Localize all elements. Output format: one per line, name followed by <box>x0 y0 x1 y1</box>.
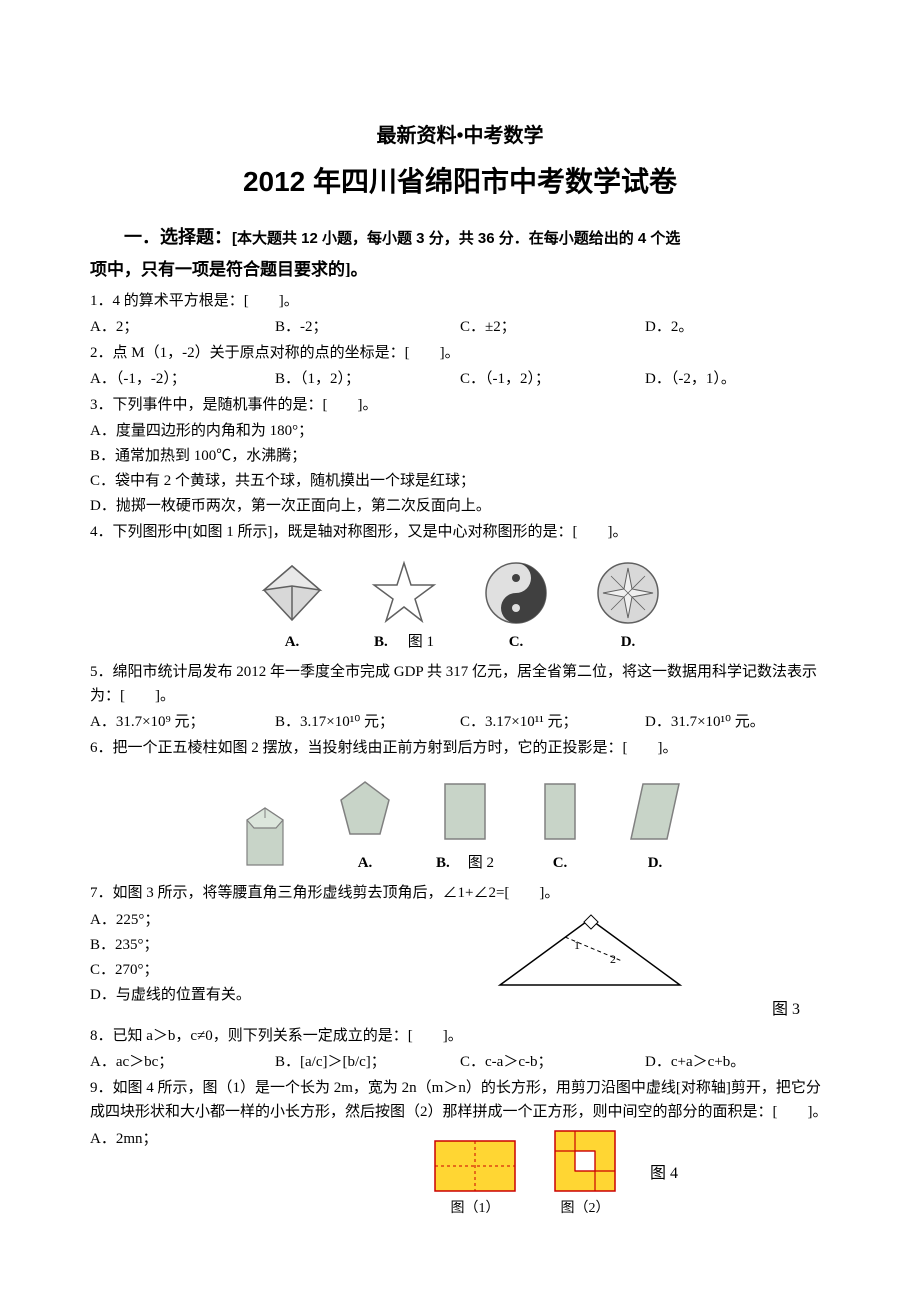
q6-figures: A. B. 图 2 C. D. <box>90 774 830 875</box>
q1-opt-c: C．±2； <box>460 315 645 339</box>
star-icon <box>364 558 444 628</box>
rect-c-icon <box>535 774 585 849</box>
q2-opt-d: D．（-2，1）。 <box>645 367 830 391</box>
rect-cut-icon <box>430 1136 520 1196</box>
svg-text:1: 1 <box>574 938 580 952</box>
q4-cap-d: D. <box>588 630 668 654</box>
q5-options: A．31.7×10⁹ 元； B．3.17×10¹⁰ 元； C．3.17×10¹¹… <box>90 710 830 734</box>
q6-cap-a: A. <box>335 851 395 875</box>
compass-icon <box>588 558 668 628</box>
q6-fig-a: A. <box>335 774 395 875</box>
section-lead: 一．选择题： <box>124 227 232 247</box>
yinyang-icon <box>476 558 556 628</box>
q3-opt-d: D．抛掷一枚硬币两次，第一次正面向上，第二次反面向上。 <box>90 494 830 518</box>
q8-options: A．ac＞bc； B．[a/c]＞[b/c]； C．c-a＞c-b； D．c+a… <box>90 1050 830 1074</box>
q8-opt-b: B．[a/c]＞[b/c]； <box>275 1050 460 1074</box>
q2-opt-c: C．（-1，2）； <box>460 367 645 391</box>
triangle-cut-icon: 1 2 <box>480 907 700 997</box>
q8-opt-d: D．c+a＞c+b。 <box>645 1050 830 1074</box>
q2-text: 2．点 M（1，-2）关于原点对称的点的坐标是：[ ]。 <box>90 341 830 365</box>
q9-cap-1: 图（1） <box>430 1198 520 1220</box>
q9-body: A．2mn； 图（1） 图（2） 图 4 <box>90 1126 830 1220</box>
q9-cap-2: 图（2） <box>550 1198 620 1220</box>
q6-figlabel: 图 2 <box>468 851 494 875</box>
polyhedron-icon <box>252 558 332 628</box>
q8-opt-a: A．ac＞bc； <box>90 1050 275 1074</box>
square-assembled-icon <box>550 1126 620 1196</box>
q3-opt-b: B．通常加热到 100℃，水沸腾； <box>90 444 830 468</box>
q5-opt-d: D．31.7×10¹⁰ 元。 <box>645 710 830 734</box>
q8-text: 8．已知 a＞b，c≠0，则下列关系一定成立的是：[ ]。 <box>90 1024 830 1048</box>
section-desc-1: [本大题共 12 小题，每小题 3 分，共 36 分．在每小题给出的 4 个选 <box>232 230 680 247</box>
parallelogram-icon <box>625 774 685 849</box>
rect-b-icon <box>435 774 495 849</box>
q1-opt-b: B．-2； <box>275 315 460 339</box>
q1-opt-d: D．2。 <box>645 315 830 339</box>
q4-figures: A. B. 图 1 C. D. <box>90 558 830 654</box>
q7-opt-d: D．与虚线的位置有关。 <box>90 983 310 1007</box>
q6-cap-b: B. <box>436 851 450 875</box>
q2-options: A．（-1，-2）； B．（1，2）； C．（-1，2）； D．（-2，1）。 <box>90 367 830 391</box>
q6-fig-prism <box>235 800 295 875</box>
q7-body: A．225°； B．235°； C．270°； D．与虚线的位置有关。 1 2 … <box>90 907 830 1023</box>
q3-opt-a: A．度量四边形的内角和为 180°； <box>90 419 830 443</box>
q5-opt-c: C．3.17×10¹¹ 元； <box>460 710 645 734</box>
pentagon-icon <box>335 774 395 849</box>
q6-fig-b: B. 图 2 <box>435 774 495 875</box>
q7-opt-b: B．235°； <box>90 933 310 957</box>
q4-fig-b: B. 图 1 <box>364 558 444 654</box>
q5-opt-a: A．31.7×10⁹ 元； <box>90 710 275 734</box>
q4-fig-d: D. <box>588 558 668 654</box>
q9-figlabel: 图 4 <box>650 1161 678 1187</box>
q4-text: 4．下列图形中[如图 1 所示]，既是轴对称图形，又是中心对称图形的是：[ ]。 <box>90 520 830 544</box>
q9-fig-1: 图（1） <box>430 1136 520 1220</box>
q6-cap-c: C. <box>535 851 585 875</box>
q9-fig-2: 图（2） <box>550 1126 620 1220</box>
q4-cap-a: A. <box>252 630 332 654</box>
q7-opt-c: C．270°； <box>90 958 310 982</box>
svg-text:2: 2 <box>610 952 616 966</box>
q7-figlabel: 图 3 <box>350 997 830 1023</box>
header-subtitle: 最新资料•中考数学 <box>90 120 830 152</box>
q3-opt-c: C．袋中有 2 个黄球，共五个球，随机摸出一个球是红球； <box>90 469 830 493</box>
q6-fig-d: D. <box>625 774 685 875</box>
q5-text: 5．绵阳市统计局发布 2012 年一季度全市完成 GDP 共 317 亿元，居全… <box>90 660 830 708</box>
q1-options: A．2； B．-2； C．±2； D．2。 <box>90 315 830 339</box>
q5-opt-b: B．3.17×10¹⁰ 元； <box>275 710 460 734</box>
q9-opt-a: A．2mn； <box>90 1127 250 1151</box>
q4-cap-b: B. <box>374 630 388 654</box>
pentaprism-icon <box>235 800 295 875</box>
q4-cap-c: C. <box>476 630 556 654</box>
q6-text: 6．把一个正五棱柱如图 2 摆放，当投射线由正前方射到后方时，它的正投影是：[ … <box>90 736 830 760</box>
q4-fig-c: C. <box>476 558 556 654</box>
q7-opt-a: A．225°； <box>90 908 310 932</box>
q1-text: 1．4 的算术平方根是：[ ]。 <box>90 289 830 313</box>
q2-opt-b: B．（1，2）； <box>275 367 460 391</box>
q4-figlabel: 图 1 <box>408 630 434 654</box>
q6-fig-c: C. <box>535 774 585 875</box>
q4-fig-a: A. <box>252 558 332 654</box>
q7-text: 7．如图 3 所示，将等腰直角三角形虚线剪去顶角后，∠1+∠2=[ ]。 <box>90 881 830 905</box>
q2-opt-a: A．（-1，-2）； <box>90 367 275 391</box>
q1-opt-a: A．2； <box>90 315 275 339</box>
q8-opt-c: C．c-a＞c-b； <box>460 1050 645 1074</box>
q9-text: 9．如图 4 所示，图（1）是一个长为 2m，宽为 2n（m＞n）的长方形，用剪… <box>90 1076 830 1124</box>
q6-cap-d: D. <box>625 851 685 875</box>
section-1-header: 一．选择题：[本大题共 12 小题，每小题 3 分，共 36 分．在每小题给出的… <box>90 223 830 252</box>
section-desc-2: 项中，只有一项是符合题目要求的]。 <box>90 256 830 283</box>
header-title: 2012 年四川省绵阳市中考数学试卷 <box>90 160 830 205</box>
q3-text: 3．下列事件中，是随机事件的是：[ ]。 <box>90 393 830 417</box>
